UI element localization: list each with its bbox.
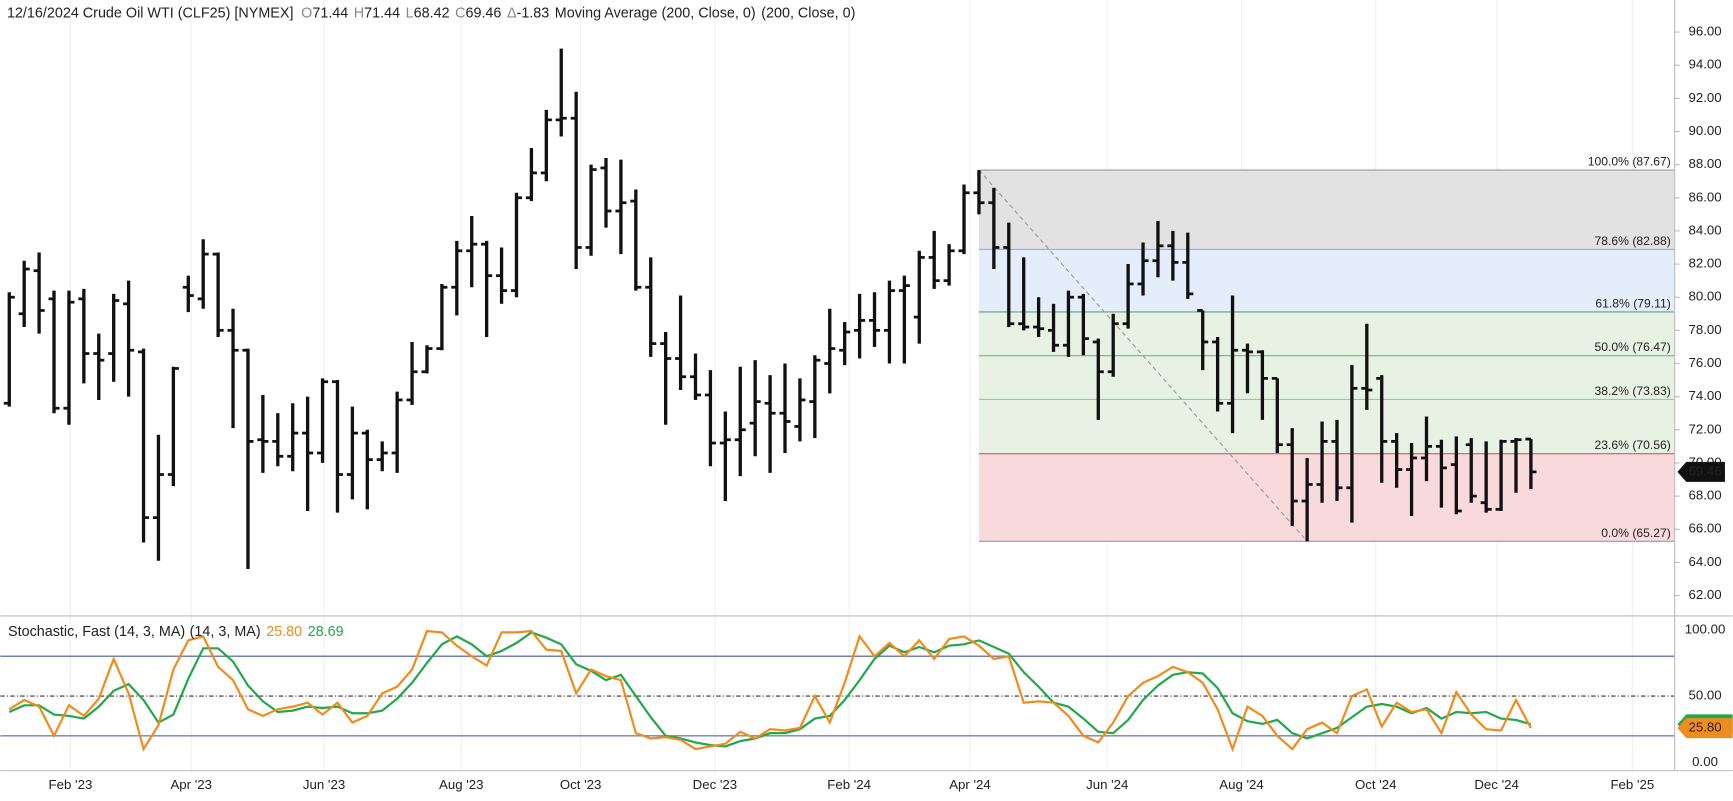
fib-trend	[978, 169, 1308, 542]
fib-zone	[978, 355, 1675, 400]
fib-label: 100.0% (87.67)	[1588, 155, 1671, 169]
study-label: Moving Average (200, Close, 0)	[555, 5, 756, 21]
x-tick-label: Jun '24	[1086, 777, 1128, 792]
y-tick-label: 78.00	[1688, 322, 1721, 337]
quote-value: 68.42	[414, 5, 450, 21]
fib-label: 50.0% (76.47)	[1595, 340, 1671, 354]
fib-zone	[978, 249, 1675, 312]
stoch-title: Stochastic, Fast (14, 3, MA)	[8, 624, 185, 640]
study-label: (200, Close, 0)	[761, 5, 855, 21]
fib-zone	[978, 399, 1675, 454]
stoch-header: Stochastic, Fast (14, 3, MA) (14, 3, MA) 2…	[8, 624, 344, 640]
y-tick-label: 94.00	[1688, 57, 1721, 72]
quote-value: -1.83	[517, 5, 550, 21]
stoch-line	[8, 631, 1532, 748]
y-tick-label: 88.00	[1688, 156, 1721, 171]
x-tick-label: Feb '25	[1610, 777, 1654, 792]
y-tick-label: 100.00	[1685, 621, 1726, 636]
y-tick-label: 68.00	[1688, 488, 1721, 503]
y-tick-label: 92.00	[1688, 90, 1721, 105]
x-tick-label: Apr '24	[949, 777, 991, 792]
x-tick-label: Aug '24	[1219, 777, 1264, 792]
stoch-value: 28.69	[308, 624, 344, 640]
quote-label: Δ	[507, 5, 517, 21]
quote-value: 71.44	[364, 5, 400, 21]
x-tick-label: Dec '24	[1474, 777, 1519, 792]
stoch-subtitle: (14, 3, MA)	[190, 624, 261, 640]
price-tag	[1677, 461, 1725, 482]
chart-header: 12/16/2024 Crude Oil WTI (CLF25) [NYMEX]…	[7, 5, 855, 21]
stoch-line	[8, 629, 1532, 753]
x-tick-label: Feb '24	[827, 777, 871, 792]
price-tag-label: 69.46	[1688, 463, 1721, 478]
x-tick-label: Feb '23	[49, 777, 93, 792]
fib-zone	[978, 170, 1675, 250]
quote-label: L	[406, 5, 414, 21]
y-tick-label: 86.00	[1688, 189, 1721, 204]
y-tick-label: 50.00	[1688, 688, 1721, 703]
stoch-value: 25.80	[266, 624, 302, 640]
y-tick-label: 82.00	[1688, 256, 1721, 271]
y-tick-label: 72.00	[1688, 421, 1721, 436]
fib-label: 78.6% (82.88)	[1595, 234, 1671, 248]
y-tick-label: 80.00	[1688, 289, 1721, 304]
x-tick-label: Apr '23	[170, 777, 212, 792]
y-tick-label: 64.00	[1688, 554, 1721, 569]
quote-label: H	[354, 5, 364, 21]
x-tick-label: Aug '23	[439, 777, 484, 792]
x-tick-label: Oct '23	[560, 777, 602, 792]
y-tick-label: 0.00	[1692, 754, 1718, 769]
x-tick-label: Dec '23	[693, 777, 738, 792]
y-tick-label: 84.00	[1688, 222, 1721, 237]
fib-label: 38.2% (73.83)	[1595, 384, 1671, 398]
y-tick-label: 74.00	[1688, 388, 1721, 403]
y-tick-label: 76.00	[1688, 355, 1721, 370]
quote-label: O	[301, 5, 312, 21]
stoch-tag	[1677, 718, 1733, 739]
quote-value: 69.46	[465, 5, 501, 21]
fib-label: 23.6% (70.56)	[1595, 438, 1671, 452]
symbol-title: 12/16/2024 Crude Oil WTI (CLF25) [NYMEX]	[7, 5, 293, 21]
x-tick-label: Jun '23	[303, 777, 345, 792]
stoch-tag-label: 25.80	[1688, 720, 1721, 735]
quote-value: 71.44	[312, 5, 348, 21]
y-tick-label: 96.00	[1688, 24, 1721, 39]
fib-zone	[978, 453, 1675, 542]
quote-label: C	[455, 5, 465, 21]
fib-zone	[978, 311, 1675, 356]
fib-label: 0.0% (65.27)	[1601, 526, 1671, 540]
fib-label: 61.8% (79.11)	[1595, 296, 1670, 310]
y-tick-label: 66.00	[1688, 521, 1721, 536]
y-tick-label: 90.00	[1688, 123, 1721, 138]
x-tick-label: Oct '24	[1355, 777, 1397, 792]
y-tick-label: 62.00	[1688, 587, 1721, 602]
